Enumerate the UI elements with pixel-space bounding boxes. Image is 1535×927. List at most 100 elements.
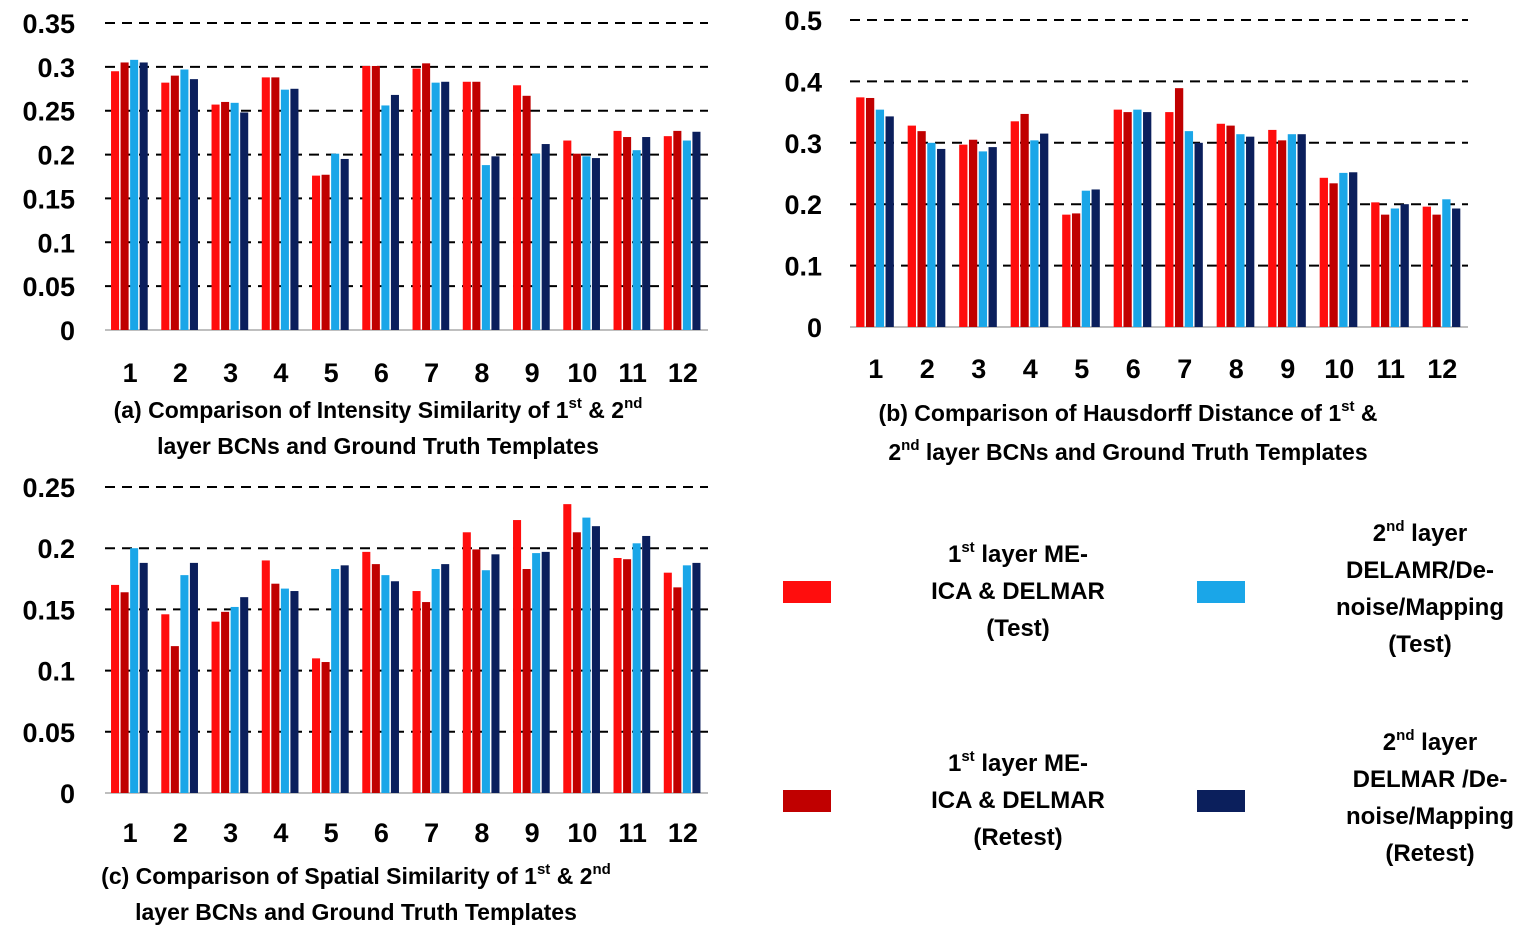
bar-l2_retest	[692, 562, 701, 793]
x-tick-label: 3	[223, 358, 238, 388]
y-tick-label: 0.1	[37, 657, 75, 687]
legend-label: (Retest)	[973, 824, 1062, 851]
x-tick-label: 5	[324, 358, 339, 388]
x-tick-label: 9	[525, 818, 540, 848]
bar-l1_retest	[221, 611, 230, 793]
legend-label: (Test)	[986, 615, 1050, 642]
bar-l1_test	[462, 81, 471, 330]
y-tick-label: 0.4	[784, 67, 822, 97]
bar-l1_retest	[422, 602, 431, 793]
legend-label-segment: layer ME-	[975, 750, 1088, 777]
bar-l1_test	[1216, 123, 1225, 328]
x-tick-label: 7	[1177, 354, 1192, 384]
bar-l1_test	[663, 572, 672, 793]
bar-l1_test	[613, 557, 622, 793]
bar-l2_retest	[390, 94, 399, 330]
chart-caption-segment: (a) Comparison of Intensity Similarity o…	[114, 397, 569, 423]
legend-label: (Test)	[1388, 631, 1452, 658]
chart-b: 00.10.20.30.40.51 2 3 4 5 6 7 8 9 10 11 12(b) Compa…	[784, 6, 1468, 465]
bar-l2_test	[481, 165, 490, 330]
x-tick-label: 9	[1280, 354, 1295, 384]
bar-l1_test	[1165, 112, 1174, 327]
x-tick-label: 10	[567, 358, 597, 388]
bar-l1_retest	[170, 75, 179, 330]
chart-caption: (c) Comparison of Spatial Similarity of …	[101, 861, 611, 889]
bar-l1_retest	[1277, 140, 1287, 327]
bar-l2_retest	[1040, 133, 1049, 327]
bar-l1_retest	[623, 137, 632, 330]
bar-l1_test	[613, 130, 622, 330]
bar-l1_retest	[673, 587, 682, 793]
x-tick-label: 10	[1324, 354, 1354, 384]
chart-caption-superscript: nd	[624, 395, 642, 412]
x-tick-label: 3	[971, 354, 986, 384]
bar-l2_retest	[441, 81, 450, 330]
x-tick-label: 9	[525, 358, 540, 388]
y-tick-label: 0.05	[22, 272, 75, 302]
bar-l1_retest	[321, 174, 330, 330]
bar-l2_retest	[139, 62, 148, 330]
bar-l1_retest	[271, 583, 280, 793]
bar-l1_retest	[917, 131, 926, 327]
legend-label: 2nd layer	[1373, 518, 1467, 547]
bar-l2_test	[927, 142, 936, 327]
bar-l2_retest	[189, 562, 198, 793]
bar-l2_retest	[988, 147, 997, 327]
y-tick-label: 0.35	[22, 9, 75, 39]
legend-label-segment: noise/Mapping	[1336, 594, 1504, 621]
x-tick-label: 3	[223, 818, 238, 848]
bar-l1_test	[111, 584, 120, 793]
bar-l2_test	[1081, 190, 1091, 327]
bar-l2_retest	[642, 137, 651, 330]
chart-caption: 2nd layer BCNs and Ground Truth Template…	[888, 437, 1367, 465]
bar-l2_test	[1390, 208, 1400, 327]
chart-caption-segment: (b) Comparison of Hausdorff Distance of …	[879, 400, 1342, 426]
bar-l2_test	[632, 150, 641, 330]
legend-label: ICA & DELMAR	[931, 787, 1105, 814]
bar-l1_test	[211, 621, 220, 793]
bar-l2_test	[1287, 134, 1297, 327]
bar-l2_retest	[1246, 136, 1255, 327]
bar-l2_test	[1236, 134, 1245, 327]
legend-swatch-l2_test	[1197, 581, 1245, 603]
x-tick-label: 8	[474, 358, 489, 388]
legend-label-segment: (Test)	[1388, 631, 1452, 658]
legend-label-superscript: nd	[1386, 518, 1404, 535]
bar-l1_test	[462, 532, 471, 793]
x-tick-label: 10	[567, 818, 597, 848]
bar-l1_test	[312, 658, 321, 793]
bar-l2_retest	[541, 551, 550, 793]
chart-caption-superscript: st	[537, 861, 550, 878]
bar-l1_retest	[221, 101, 230, 330]
bar-l1_retest	[1226, 125, 1235, 327]
bar-l2_retest	[441, 564, 450, 793]
x-tick-label: 12	[668, 358, 698, 388]
bar-l2_test	[280, 89, 289, 330]
bar-l1_test	[663, 136, 672, 330]
bar-l2_retest	[340, 565, 349, 793]
bar-l1_test	[362, 551, 371, 793]
y-tick-label: 0	[60, 779, 75, 809]
bar-l2_retest	[340, 158, 349, 330]
bar-l2_test	[682, 140, 691, 330]
x-tick-label: 12	[1427, 354, 1457, 384]
x-tick-label: 6	[1126, 354, 1141, 384]
bar-l2_retest	[1143, 112, 1152, 327]
legend-label-segment: layer	[1414, 729, 1477, 756]
bar-l1_test	[261, 77, 270, 330]
bar-l2_test	[230, 102, 239, 330]
chart-caption-segment: layer BCNs and Ground Truth Templates	[157, 433, 599, 459]
x-tick-label: 1	[123, 818, 138, 848]
bar-l1_retest	[321, 662, 330, 793]
x-tick-label: 7	[424, 818, 439, 848]
bar-l1_test	[261, 560, 270, 793]
bar-l2_test	[381, 105, 390, 330]
bar-l2_retest	[591, 526, 600, 793]
legend-label-segment: (Test)	[986, 615, 1050, 642]
bar-l1_retest	[1020, 113, 1029, 327]
bar-l2_test	[632, 543, 641, 793]
bar-l2_test	[532, 153, 541, 330]
bar-l2_test	[431, 82, 440, 330]
x-tick-label: 2	[173, 818, 188, 848]
